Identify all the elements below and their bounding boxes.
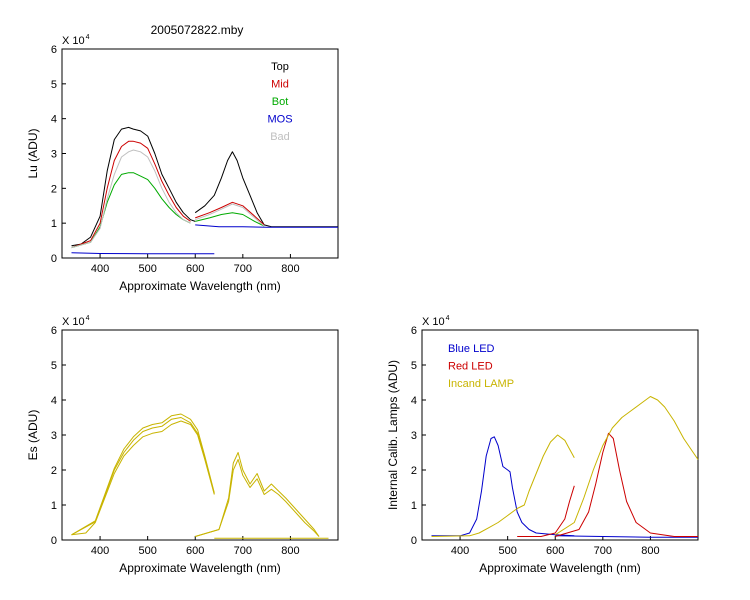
es-y-axis-label: Es (ADU) <box>26 410 40 461</box>
es-ytick-label: 5 <box>51 360 57 372</box>
es-ytick-label: 1 <box>51 500 57 512</box>
lamps-xtick-label: 400 <box>451 545 469 557</box>
lamps-y-exponent-base: X 10 <box>422 316 445 328</box>
lu-series-top-line <box>194 151 338 228</box>
es-series-1-line <box>195 459 320 537</box>
lu-y-exponent-base: X 10 <box>62 35 85 47</box>
es-y-exponent-power: 4 <box>86 315 90 322</box>
lu-legend-bot: Bot <box>272 96 289 108</box>
lamps-x-axis-label: Approximate Wavelength (nm) <box>479 561 641 575</box>
lamps-xtick-label: 800 <box>641 545 659 557</box>
lu-ytick-label: 0 <box>51 253 57 265</box>
es-xtick-label: 500 <box>138 545 156 557</box>
lu-legend-mid: Mid <box>271 79 289 91</box>
lamps-series-red-led-line <box>517 485 575 537</box>
lu-xtick-label: 400 <box>91 263 109 275</box>
lu-xtick-label: 500 <box>138 263 156 275</box>
es-ytick-label: 6 <box>51 325 57 337</box>
es-series-1-line <box>71 417 215 536</box>
lu-series-bot-line <box>195 212 265 227</box>
es-ytick-label: 4 <box>51 395 57 407</box>
es-ytick-label: 0 <box>51 535 57 547</box>
lamps-ytick-label: 2 <box>411 465 417 477</box>
lu-series-mos-line <box>195 224 338 228</box>
lu-xtick-label: 800 <box>281 263 299 275</box>
lamps-series-blue-led-line <box>555 535 698 538</box>
lu-y-exponent-power: 4 <box>86 34 90 41</box>
lu-series-bot-line <box>71 172 191 249</box>
lu-legend-mos: MOS <box>267 114 292 126</box>
es-series-1-line <box>71 420 215 536</box>
es-xtick-label: 800 <box>281 545 299 557</box>
es-ytick-label: 2 <box>51 465 57 477</box>
lamps-ytick-label: 0 <box>411 535 417 547</box>
lu-legend-bad: Bad <box>270 131 290 143</box>
lamps-series-red-led-line <box>555 432 698 537</box>
lamps-legend-incand-lamp: Incand LAMP <box>448 378 514 390</box>
lu-x-axis-label: Approximate Wavelength (nm) <box>119 279 281 293</box>
lamps-ytick-label: 1 <box>411 500 417 512</box>
es-ytick-label: 3 <box>51 430 57 442</box>
lamps-y-axis-label: Internal Calib. Lamps (ADU) <box>386 360 400 510</box>
lamps-y-exponent: X 104 <box>422 315 450 328</box>
es-series-1-line <box>71 413 215 536</box>
lamps-xtick-label: 700 <box>594 545 612 557</box>
lu-series-bad-line <box>71 149 191 249</box>
lu-ytick-label: 6 <box>51 44 57 56</box>
lu-ytick-label: 4 <box>51 114 57 126</box>
lu-legend-top: Top <box>271 61 289 73</box>
lu-ytick-label: 3 <box>51 149 57 161</box>
es-plot-area <box>61 329 339 541</box>
es-y-exponent-base: X 10 <box>62 316 85 328</box>
es-series-1-line <box>195 452 320 537</box>
lu-ytick-label: 2 <box>51 183 57 195</box>
lu-xtick-label: 700 <box>234 263 252 275</box>
lamps-ytick-label: 5 <box>411 360 417 372</box>
lu-y-axis-label: Lu (ADU) <box>26 128 40 178</box>
lu-series-mid-line <box>71 140 191 249</box>
es-xtick-label: 600 <box>186 545 204 557</box>
lamps-ytick-label: 4 <box>411 395 417 407</box>
lu-series-mid-line <box>195 201 265 226</box>
lu-ytick-label: 1 <box>51 218 57 230</box>
lu-series-mos-line <box>71 252 215 255</box>
lamps-xtick-label: 500 <box>498 545 516 557</box>
lamps-ytick-label: 3 <box>411 430 417 442</box>
es-y-exponent: X 104 <box>62 315 90 328</box>
lamps-series-incand-lamp-line <box>431 434 575 537</box>
lamps-ytick-label: 6 <box>411 325 417 337</box>
es-x-axis-label: Approximate Wavelength (nm) <box>119 561 281 575</box>
lu-xtick-label: 600 <box>186 263 204 275</box>
figure-title: 2005072822.mby <box>151 23 244 37</box>
es-xtick-label: 400 <box>91 545 109 557</box>
lamps-series-blue-led-line <box>431 436 575 537</box>
lu-series-bad-line <box>195 203 265 227</box>
lu-series-top-line <box>71 126 196 247</box>
lamps-xtick-label: 600 <box>546 545 564 557</box>
lamps-y-exponent-power: 4 <box>446 315 450 322</box>
lamps-series-incand-lamp-line <box>554 396 699 536</box>
lu-y-exponent: X 104 <box>62 34 90 47</box>
lamps-legend-blue-led: Blue LED <box>448 343 495 355</box>
es-xtick-label: 700 <box>234 545 252 557</box>
lu-ytick-label: 5 <box>51 79 57 91</box>
lamps-legend-red-led: Red LED <box>448 361 493 373</box>
